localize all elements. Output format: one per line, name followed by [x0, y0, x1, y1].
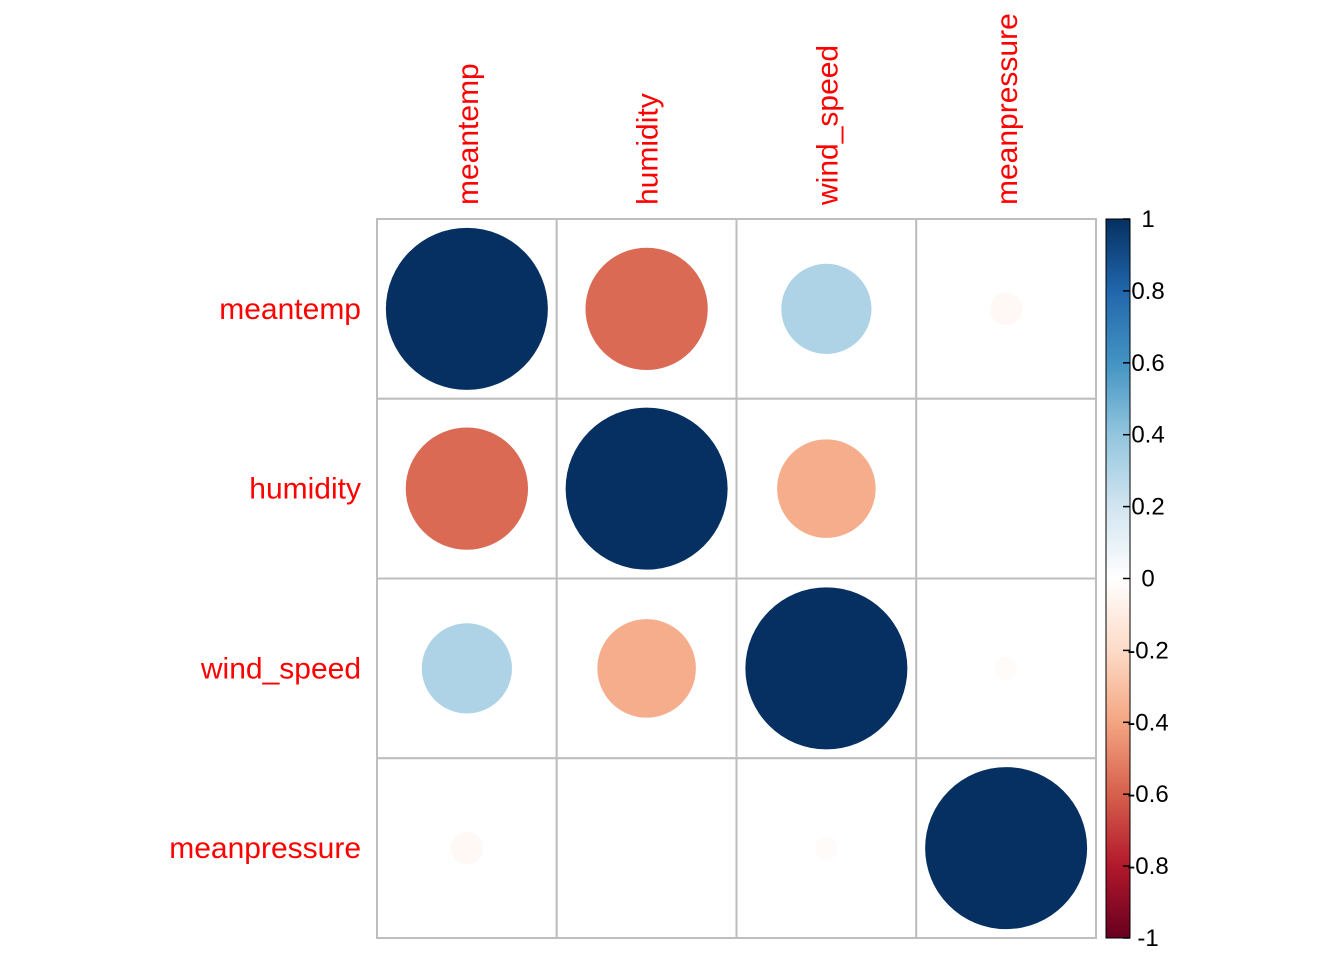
row-label: wind_speed	[200, 652, 361, 685]
correlation-circle	[405, 427, 529, 550]
correlation-grid	[376, 218, 1097, 939]
correlation-circle	[597, 619, 696, 718]
grid-cell	[915, 397, 1097, 580]
colorbar: 1 0.8 0.6 0.4 0.2 0 -0.2 -0.4 -0.6 -0.8 -1	[1105, 206, 1169, 952]
row-labels: meantemp humidity wind_speed meanpressure	[169, 293, 361, 865]
column-label: meanpressure	[991, 13, 1024, 205]
column-label: wind_speed	[811, 45, 844, 206]
correlation-circle	[450, 831, 484, 865]
colorbar-tick-label: 1	[1141, 206, 1154, 233]
colorbar-tick-label: -0.2	[1127, 637, 1168, 664]
row-label: meanpressure	[169, 832, 361, 865]
correlation-circle	[781, 263, 872, 354]
colorbar-tick-label: -0.4	[1127, 709, 1168, 736]
colorbar-tick-label: -0.8	[1127, 853, 1168, 880]
correlation-circle	[745, 587, 908, 750]
row-label: meantemp	[219, 293, 361, 326]
colorbar-tick-label: -1	[1137, 925, 1158, 952]
correlation-circle	[585, 247, 708, 371]
correlation-circle	[565, 407, 728, 570]
row-label: humidity	[249, 473, 361, 506]
column-label: meantemp	[452, 63, 485, 205]
colorbar-tick-label: 0.4	[1131, 422, 1164, 449]
correlation-circle	[925, 767, 1088, 930]
correlation-circle	[814, 836, 838, 860]
correlation-circle	[421, 623, 512, 714]
correlation-circle	[777, 439, 876, 538]
colorbar-tick-label: 0	[1141, 566, 1154, 593]
colorbar-tick-label: 0.2	[1131, 494, 1164, 521]
correlation-circle	[994, 656, 1018, 680]
column-label: humidity	[632, 93, 665, 205]
colorbar-tick-label: -0.6	[1127, 781, 1168, 808]
colorbar-tick-label: 0.8	[1131, 278, 1164, 305]
correlation-circle	[385, 227, 548, 390]
grid-cell	[376, 577, 558, 760]
grid-cell	[555, 757, 738, 939]
correlation-circle	[989, 292, 1023, 326]
colorbar-tick-label: 0.6	[1131, 350, 1164, 377]
column-labels: meantemp humidity wind_speed meanpressure	[452, 13, 1024, 206]
